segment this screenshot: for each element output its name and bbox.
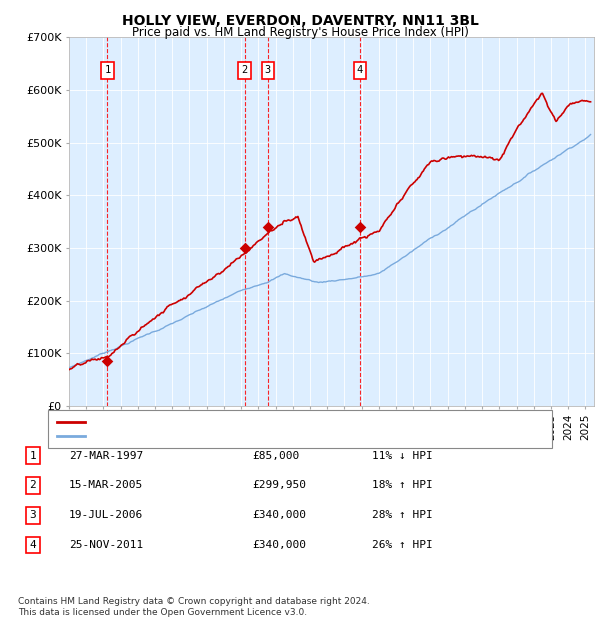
Text: HOLLY VIEW, EVERDON, DAVENTRY, NN11 3BL (detached house): HOLLY VIEW, EVERDON, DAVENTRY, NN11 3BL …: [91, 417, 426, 427]
Point: [263, 222, 272, 232]
Text: 28% ↑ HPI: 28% ↑ HPI: [372, 510, 433, 520]
Text: 26% ↑ HPI: 26% ↑ HPI: [372, 540, 433, 550]
Text: 4: 4: [357, 65, 363, 76]
Text: £340,000: £340,000: [252, 510, 306, 520]
Text: 3: 3: [265, 65, 271, 76]
Text: £85,000: £85,000: [252, 451, 299, 461]
Point: [240, 243, 250, 253]
Text: £340,000: £340,000: [252, 540, 306, 550]
Point: [355, 222, 365, 232]
Text: 1: 1: [29, 451, 37, 461]
Text: HOLLY VIEW, EVERDON, DAVENTRY, NN11 3BL: HOLLY VIEW, EVERDON, DAVENTRY, NN11 3BL: [122, 14, 478, 28]
Text: 15-MAR-2005: 15-MAR-2005: [69, 480, 143, 490]
Text: Contains HM Land Registry data © Crown copyright and database right 2024.: Contains HM Land Registry data © Crown c…: [18, 597, 370, 606]
Text: HPI: Average price, detached house, West Northamptonshire: HPI: Average price, detached house, West…: [91, 432, 408, 441]
Text: 1: 1: [104, 65, 110, 76]
Text: 2: 2: [242, 65, 248, 76]
Text: 25-NOV-2011: 25-NOV-2011: [69, 540, 143, 550]
Text: £299,950: £299,950: [252, 480, 306, 490]
Text: 18% ↑ HPI: 18% ↑ HPI: [372, 480, 433, 490]
Text: 2: 2: [29, 480, 37, 490]
Text: 3: 3: [29, 510, 37, 520]
Text: This data is licensed under the Open Government Licence v3.0.: This data is licensed under the Open Gov…: [18, 608, 307, 617]
Text: Price paid vs. HM Land Registry's House Price Index (HPI): Price paid vs. HM Land Registry's House …: [131, 26, 469, 39]
Text: 4: 4: [29, 540, 37, 550]
Point: [103, 356, 112, 366]
Text: 27-MAR-1997: 27-MAR-1997: [69, 451, 143, 461]
Text: 11% ↓ HPI: 11% ↓ HPI: [372, 451, 433, 461]
Text: 19-JUL-2006: 19-JUL-2006: [69, 510, 143, 520]
